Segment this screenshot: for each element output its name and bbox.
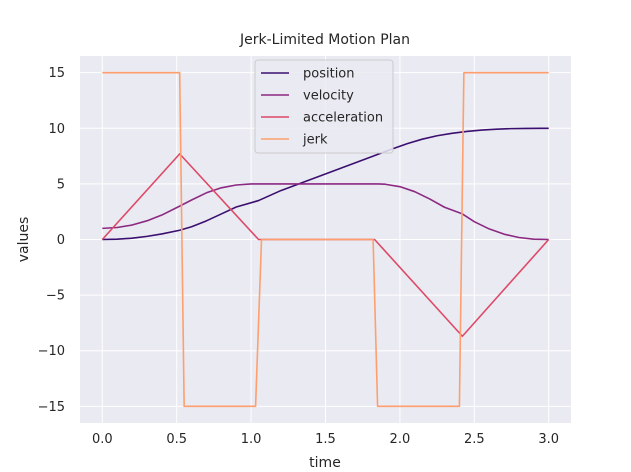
chart-title: Jerk-Limited Motion Plan bbox=[239, 32, 410, 48]
legend: position velocity acceleration jerk bbox=[255, 60, 393, 153]
x-tick-label: 0.0 bbox=[92, 432, 113, 447]
x-tick-label: 2.0 bbox=[390, 432, 411, 447]
y-tick-label: −15 bbox=[38, 400, 65, 415]
legend-label-jerk: jerk bbox=[302, 133, 328, 148]
x-tick-label: 1.5 bbox=[315, 432, 336, 447]
y-tick-label: −5 bbox=[46, 289, 65, 304]
x-tick-label: 3.0 bbox=[538, 432, 559, 447]
y-axis-label: values bbox=[16, 217, 32, 263]
y-tick-label: 15 bbox=[48, 66, 65, 81]
x-axis-label: time bbox=[309, 455, 341, 471]
y-tick-label: −10 bbox=[38, 344, 65, 359]
x-tick-label: 0.5 bbox=[166, 432, 187, 447]
x-tick-label: 1.0 bbox=[241, 432, 262, 447]
y-tick-label: 10 bbox=[48, 122, 65, 137]
y-tick-label: 0 bbox=[57, 233, 65, 248]
legend-label-acceleration: acceleration bbox=[303, 111, 383, 126]
y-tick-label: 5 bbox=[57, 177, 65, 192]
legend-label-velocity: velocity bbox=[303, 89, 354, 104]
x-tick-label: 2.5 bbox=[464, 432, 485, 447]
legend-label-position: position bbox=[303, 67, 355, 82]
